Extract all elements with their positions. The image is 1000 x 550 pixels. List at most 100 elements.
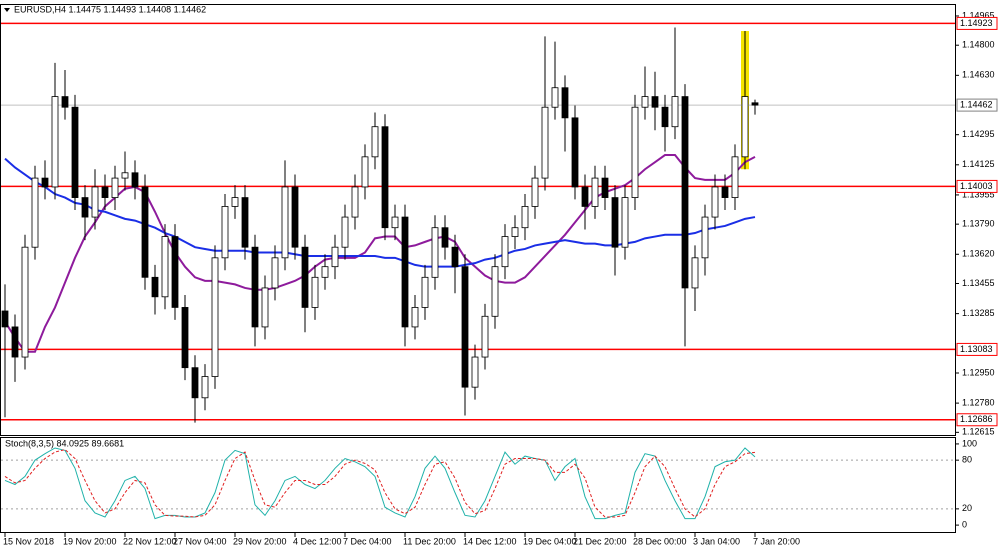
candle-body xyxy=(101,186,109,198)
y-tick-label: 1.12950 xyxy=(962,367,995,377)
level-label: 1.14923 xyxy=(960,18,993,28)
y-tick-label: 1.14800 xyxy=(962,40,995,50)
y-tick-label: 1.13455 xyxy=(962,278,995,288)
candle-body xyxy=(261,287,269,328)
y-tick-label: 0 xyxy=(962,519,967,529)
candle-body xyxy=(191,367,199,399)
price-label-box xyxy=(956,98,998,112)
candle-body xyxy=(541,106,549,179)
candle-body xyxy=(441,227,449,248)
x-tick-label: 22 Nov 12:00 xyxy=(123,536,177,546)
candle-body xyxy=(211,257,219,377)
candle-body xyxy=(641,96,649,108)
candle-body xyxy=(91,186,99,218)
y-tick-label: 1.12780 xyxy=(962,397,995,407)
x-tick-label: 21 Dec 20:00 xyxy=(573,536,627,546)
candle-body xyxy=(281,186,289,259)
stoch-line xyxy=(4,447,756,520)
x-tick-label: 15 Nov 2018 xyxy=(3,536,54,546)
candle-body xyxy=(1,310,9,328)
candle-body xyxy=(451,246,459,268)
candle-body xyxy=(21,246,29,358)
level-label-box xyxy=(956,179,998,193)
candle-body xyxy=(171,236,179,308)
candle-body xyxy=(461,266,469,388)
candle-body xyxy=(221,206,229,259)
candle-body xyxy=(161,236,169,298)
candle-body xyxy=(251,246,259,328)
level-label: 1.13083 xyxy=(960,344,993,354)
candle-body xyxy=(41,177,49,188)
moving-average xyxy=(4,157,756,268)
candle-body xyxy=(381,126,389,229)
candle-body xyxy=(401,216,409,328)
chart-title: EURUSD,H4 1.14475 1.14493 1.14408 1.1446… xyxy=(14,4,206,14)
candle-body xyxy=(421,276,429,308)
candle-body xyxy=(521,206,529,229)
candle-body xyxy=(431,227,439,278)
candle-body xyxy=(351,186,359,218)
candle-body xyxy=(131,172,139,188)
candle-body xyxy=(561,87,569,119)
y-tick-label: 1.13620 xyxy=(962,249,995,259)
y-tick-label: 1.14295 xyxy=(962,129,995,139)
candle-body xyxy=(301,246,309,308)
level-label: 1.14003 xyxy=(960,181,993,191)
candle-body xyxy=(581,186,589,207)
candle-body xyxy=(341,216,349,248)
candle-body xyxy=(631,106,639,198)
menu-arrow xyxy=(4,8,10,12)
candle-body xyxy=(511,227,519,237)
level-label: 1.12686 xyxy=(960,414,993,424)
candle-body xyxy=(31,177,39,248)
candle-body xyxy=(551,87,559,108)
y-tick-label: 100 xyxy=(962,438,977,448)
chart-title: Stoch(8,3,5) 84.0925 89.6681 xyxy=(5,438,124,448)
candle-body xyxy=(471,356,479,388)
candle-body xyxy=(311,276,319,308)
candle-body xyxy=(741,96,749,158)
y-tick-label: 20 xyxy=(962,503,972,513)
candle-body xyxy=(571,117,579,188)
candle-body xyxy=(671,96,679,128)
candle-body xyxy=(701,216,709,259)
candle-body xyxy=(61,96,69,108)
y-tick-label: 1.13285 xyxy=(962,308,995,318)
x-tick-label: 27 Nov 04:00 xyxy=(173,536,227,546)
stoch-line xyxy=(4,449,756,518)
candle-body xyxy=(51,96,59,188)
candle-body xyxy=(411,307,419,328)
x-tick-label: 4 Dec 12:00 xyxy=(293,536,342,546)
candle-body xyxy=(591,177,599,207)
x-tick-label: 28 Dec 00:00 xyxy=(633,536,687,546)
candle-body xyxy=(321,266,329,278)
candle-body xyxy=(271,257,279,289)
candle-body xyxy=(361,156,369,188)
candle-body xyxy=(181,307,189,369)
candle-body xyxy=(371,126,379,158)
candle-body xyxy=(11,326,19,358)
candle-body xyxy=(691,257,699,289)
price-label: 1.14462 xyxy=(960,99,993,109)
y-tick-label: 1.13790 xyxy=(962,219,995,229)
candle-body xyxy=(621,197,629,248)
candle-body xyxy=(611,197,619,248)
candle-body xyxy=(241,197,249,248)
candle-body xyxy=(751,102,759,106)
moving-average xyxy=(4,154,756,353)
y-tick-label: 1.14630 xyxy=(962,70,995,80)
level-label-box xyxy=(956,16,998,30)
candle-body xyxy=(601,177,609,198)
candle-body xyxy=(201,376,209,399)
candle-body xyxy=(121,172,129,179)
x-tick-label: 29 Nov 20:00 xyxy=(233,536,287,546)
candle-body xyxy=(661,106,669,128)
y-tick-label: 80 xyxy=(962,455,972,465)
candle-body xyxy=(501,236,509,268)
x-tick-label: 3 Jan 04:00 xyxy=(693,536,740,546)
x-tick-label: 19 Nov 20:00 xyxy=(63,536,117,546)
candle-body xyxy=(151,276,159,298)
candle-body xyxy=(81,197,89,218)
